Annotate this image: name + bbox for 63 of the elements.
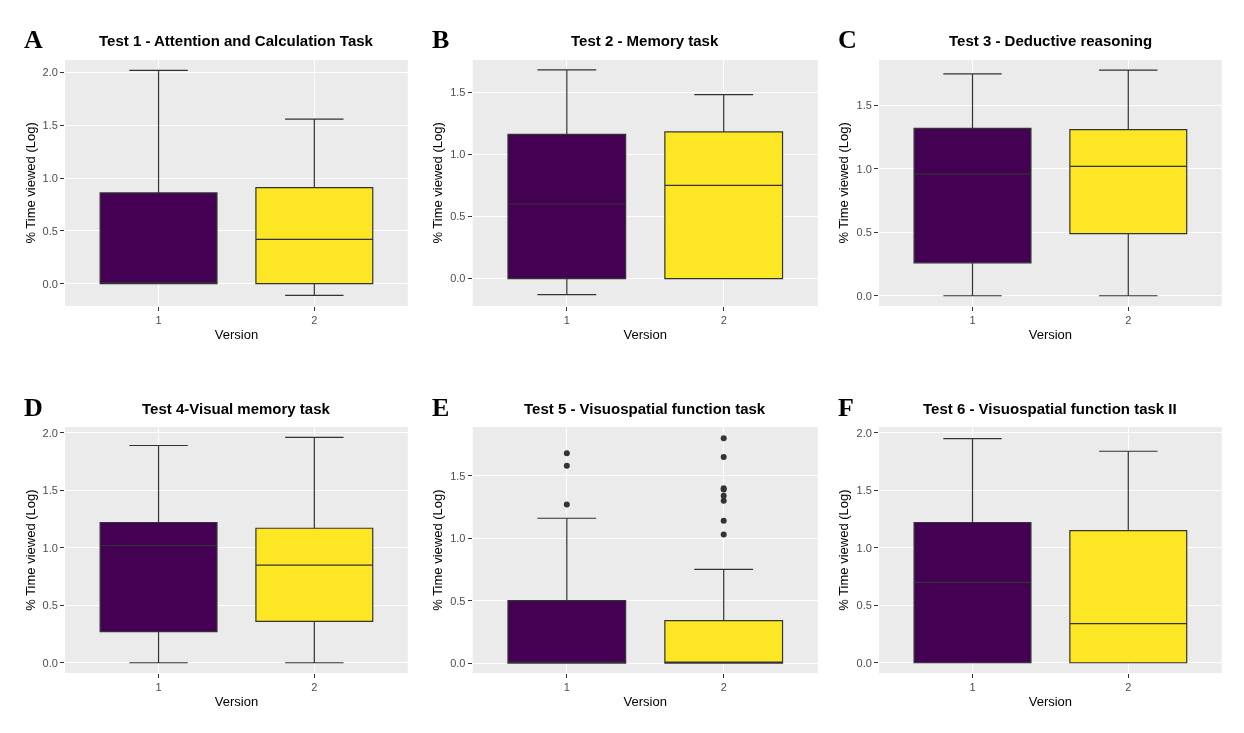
x-tick-label: 1 <box>563 314 570 327</box>
x-tick-label: 1 <box>969 681 976 694</box>
x-tick-label: 1 <box>155 681 162 694</box>
y-tick-label: 0.0 <box>42 656 58 669</box>
y-tick-label: 0.5 <box>42 224 58 237</box>
y-tick-label: 1.0 <box>42 172 58 184</box>
y-tick-label: 0.0 <box>856 656 872 669</box>
y-tick-label: 0.5 <box>450 594 466 607</box>
x-axis-title: Version <box>623 693 667 709</box>
chart-title: Test 1 - Attention and Calculation Task <box>99 32 374 49</box>
x-axis-title: Version <box>214 693 259 709</box>
text: C <box>838 25 857 54</box>
chart-title: Test 2 - Memory task <box>571 32 719 49</box>
x-tick-label: 2 <box>311 681 318 694</box>
y-axis-title: % Time viewed (Log) <box>430 122 446 244</box>
x-axis-title: Version <box>623 326 667 342</box>
y-tick-label: 0.5 <box>856 599 872 612</box>
chart-title: Test 6 - Visuospatial function task II <box>923 400 1177 417</box>
y-axis-title: % Time viewed (Log) <box>22 489 38 611</box>
y-tick-label: 0.0 <box>856 289 872 302</box>
x-tick-label: 2 <box>1125 681 1132 694</box>
text: E <box>432 393 450 422</box>
y-tick-label: 1.0 <box>42 541 58 554</box>
y-tick-label: 0.5 <box>856 226 872 239</box>
y-axis-title: % Time viewed (Log) <box>430 489 446 611</box>
y-tick-label: 1.5 <box>450 86 466 99</box>
x-axis-title: Version <box>1028 693 1073 709</box>
y-tick-label: 1.0 <box>856 541 872 554</box>
x-axis-title: Version <box>214 326 259 342</box>
x-axis-title: Version <box>1028 326 1073 342</box>
y-axis-title: % Time viewed (Log) <box>836 489 852 611</box>
chart-title: Test 4-Visual memory task <box>142 400 331 417</box>
y-tick-label: 0.5 <box>42 599 58 612</box>
y-tick-label: 2.0 <box>856 426 872 439</box>
y-tick-label: 0.0 <box>450 656 466 669</box>
text: B <box>432 25 450 54</box>
y-tick-label: 1.5 <box>42 484 58 497</box>
y-tick-label: 0.0 <box>450 272 466 285</box>
chart-title: Test 3 - Deductive reasoning <box>949 32 1153 49</box>
y-tick-label: 1.5 <box>856 99 872 112</box>
y-tick-label: 1.0 <box>450 532 466 545</box>
y-tick-label: 0.0 <box>42 277 58 290</box>
y-tick-label: 1.0 <box>856 162 872 175</box>
x-tick-label: 2 <box>720 314 727 327</box>
y-axis-title: % Time viewed (Log) <box>22 122 38 244</box>
x-tick-label: 2 <box>1125 314 1132 327</box>
y-tick-label: 1.5 <box>42 119 58 132</box>
text: F <box>838 393 854 422</box>
y-tick-label: 0.5 <box>450 210 466 223</box>
x-tick-label: 2 <box>311 314 318 327</box>
x-tick-label: 1 <box>563 681 570 694</box>
x-tick-label: 1 <box>969 314 976 327</box>
y-tick-label: 1.5 <box>856 484 872 497</box>
text: D <box>24 393 43 422</box>
y-tick-label: 1.0 <box>450 148 466 161</box>
text: A <box>24 25 43 54</box>
chart-title: Test 5 - Visuospatial function task <box>524 400 766 417</box>
y-tick-label: 2.0 <box>42 426 58 439</box>
y-axis-title: % Time viewed (Log) <box>836 122 852 244</box>
y-tick-label: 1.5 <box>450 469 466 482</box>
x-tick-label: 2 <box>720 681 727 694</box>
x-tick-label: 1 <box>155 314 162 327</box>
y-tick-label: 2.0 <box>42 66 58 79</box>
